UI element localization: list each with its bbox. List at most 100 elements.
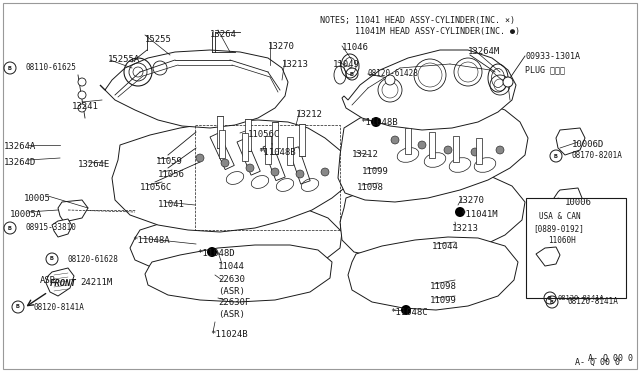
Text: FRONT: FRONT: [50, 279, 77, 288]
Text: 11060H: 11060H: [548, 236, 576, 245]
Bar: [429, 132, 435, 158]
Circle shape: [78, 91, 86, 99]
Text: 13264E: 13264E: [78, 160, 110, 169]
Circle shape: [455, 207, 465, 217]
Text: *11041M: *11041M: [460, 210, 498, 219]
Text: 11098: 11098: [357, 183, 384, 192]
Text: 08120-61428: 08120-61428: [368, 70, 419, 78]
Text: 00933-1301A: 00933-1301A: [525, 52, 580, 61]
Bar: [237, 138, 260, 175]
Text: 11044: 11044: [432, 242, 459, 251]
Circle shape: [296, 170, 304, 178]
Text: B: B: [16, 305, 20, 310]
Text: B: B: [350, 71, 354, 77]
Text: *11048D: *11048D: [197, 249, 235, 258]
Text: (ASR): (ASR): [218, 287, 245, 296]
Text: 11049: 11049: [333, 60, 360, 69]
Text: 11099: 11099: [362, 167, 389, 176]
Text: 10005A: 10005A: [10, 210, 42, 219]
Text: 10006: 10006: [565, 198, 592, 207]
Text: *11048B: *11048B: [258, 148, 296, 157]
Text: 11041M HEAD ASSY-CYLINDER(INC. ●): 11041M HEAD ASSY-CYLINDER(INC. ●): [320, 27, 520, 36]
Circle shape: [371, 117, 381, 127]
Text: 15255A: 15255A: [108, 55, 140, 64]
Bar: [405, 128, 411, 154]
Text: *11048C: *11048C: [390, 308, 428, 317]
Circle shape: [78, 104, 86, 112]
Circle shape: [271, 168, 279, 176]
Polygon shape: [342, 50, 516, 130]
Bar: [210, 133, 234, 170]
Circle shape: [246, 164, 254, 172]
Text: B: B: [554, 154, 558, 158]
Text: 13270: 13270: [268, 42, 295, 51]
Bar: [242, 133, 248, 161]
Text: 08120-61628: 08120-61628: [68, 254, 119, 263]
Text: *11024B: *11024B: [210, 330, 248, 339]
Circle shape: [444, 146, 452, 154]
Bar: [287, 137, 293, 165]
Bar: [265, 136, 271, 164]
Bar: [289, 147, 310, 184]
Text: 11041: 11041: [158, 200, 185, 209]
Text: B: B: [8, 225, 12, 231]
Circle shape: [385, 75, 395, 85]
Text: B: B: [550, 299, 554, 305]
Circle shape: [496, 146, 504, 154]
Polygon shape: [52, 219, 72, 237]
Text: [0889-0192]: [0889-0192]: [533, 224, 584, 233]
Polygon shape: [536, 247, 560, 266]
Text: 13270: 13270: [458, 196, 485, 205]
Text: 10006D: 10006D: [572, 140, 604, 149]
Text: 13264M: 13264M: [468, 47, 500, 56]
Text: A- Q 00 0: A- Q 00 0: [575, 358, 620, 367]
Polygon shape: [145, 245, 332, 302]
Circle shape: [78, 78, 86, 86]
Text: 11098: 11098: [430, 282, 457, 291]
Text: 22630F: 22630F: [218, 298, 250, 307]
Polygon shape: [554, 188, 582, 215]
Text: 13264D: 13264D: [4, 158, 36, 167]
Circle shape: [207, 247, 217, 257]
Polygon shape: [340, 174, 525, 260]
Text: 11056C: 11056C: [140, 183, 172, 192]
Text: NOTES; 11041 HEAD ASSY-CYLINDER(INC. ×): NOTES; 11041 HEAD ASSY-CYLINDER(INC. ×): [320, 16, 515, 25]
Text: 11099: 11099: [430, 296, 457, 305]
Polygon shape: [556, 128, 585, 155]
Text: B: B: [8, 65, 12, 71]
Bar: [263, 144, 285, 181]
Polygon shape: [100, 50, 288, 128]
Polygon shape: [58, 200, 88, 222]
Bar: [217, 116, 223, 148]
Text: 13264: 13264: [210, 30, 237, 39]
Bar: [299, 124, 305, 156]
Polygon shape: [348, 237, 518, 310]
Text: 08120-8141A: 08120-8141A: [558, 295, 605, 301]
Text: 13264A: 13264A: [4, 142, 36, 151]
Text: 08110-61625: 08110-61625: [26, 64, 77, 73]
Text: 13213: 13213: [452, 224, 479, 233]
Text: B: B: [50, 257, 54, 262]
Text: 11046: 11046: [342, 43, 369, 52]
Bar: [245, 119, 251, 151]
Polygon shape: [46, 268, 74, 296]
Bar: [453, 136, 459, 162]
Bar: [272, 122, 278, 154]
Text: *11048B: *11048B: [360, 118, 397, 127]
Circle shape: [196, 154, 204, 162]
Circle shape: [221, 159, 229, 167]
Polygon shape: [112, 120, 350, 232]
Text: 13241: 13241: [72, 102, 99, 111]
Text: 11056C: 11056C: [248, 130, 280, 139]
Circle shape: [471, 148, 479, 156]
Circle shape: [503, 77, 513, 87]
Circle shape: [401, 305, 411, 315]
Bar: [526, 198, 626, 298]
Text: 08915-33810: 08915-33810: [26, 224, 77, 232]
Text: 08120-8141A: 08120-8141A: [34, 302, 85, 311]
Text: ASR: ASR: [40, 276, 56, 285]
Text: A- Q 00 0: A- Q 00 0: [588, 354, 633, 363]
Polygon shape: [130, 208, 342, 278]
Text: USA & CAN: USA & CAN: [539, 212, 580, 221]
Circle shape: [321, 168, 329, 176]
